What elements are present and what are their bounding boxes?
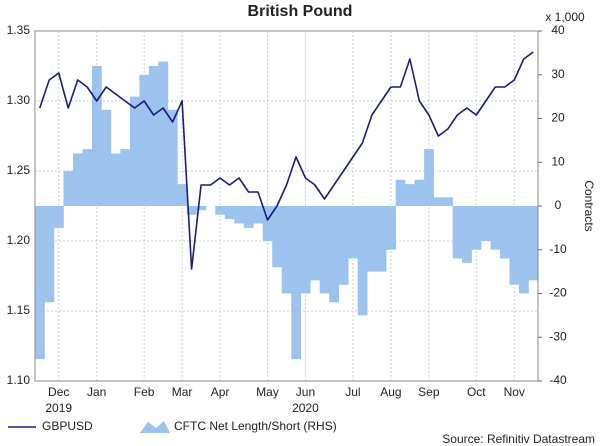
x-tick-label: Oct [467,385,486,399]
bar [338,206,349,285]
bar [462,206,472,263]
bar [35,206,45,360]
bar [443,197,453,206]
y2-tick-label: -10 [549,242,567,256]
bar [234,206,245,224]
bar [148,66,159,206]
x-tick-label: Dec [48,385,69,399]
bar [167,109,178,206]
bar [329,206,339,303]
bar [424,149,434,206]
bar [433,197,444,206]
bar [91,66,102,206]
bar [386,206,396,250]
bar [348,206,358,259]
bar [272,206,283,268]
chart-title: British Pound [248,3,353,20]
bar [528,206,539,281]
bar [177,184,188,206]
x-year-label: 2020 [292,401,319,415]
x-tick-label: Jun [296,385,315,399]
bar [310,206,321,281]
x-year-label: 2019 [45,401,72,415]
legend-label: CFTC Net Length/Short (RHS) [174,419,337,433]
y2-tick-label: -20 [549,286,567,300]
bar [139,74,150,206]
bar [509,206,520,285]
x-tick-label: Mar [172,385,193,399]
x-tick-label: Jan [87,385,106,399]
y2-tick-label: 20 [551,111,565,125]
bar [395,179,406,206]
bar [110,153,121,206]
bar [186,206,197,215]
y-tick-label: 1.20 [7,233,31,247]
y-tick-label: 1.30 [7,93,31,107]
bar [490,206,501,250]
x-tick-label: Nov [504,385,525,399]
y2-axis-label: Contracts [582,180,596,231]
bar [120,149,131,206]
y2-unit: x 1,000 [545,10,585,24]
y2-tick-label: 30 [551,67,565,81]
x-tick-label: Aug [380,385,401,399]
legend-swatch [140,421,170,433]
legend-label: GBPUSD [42,419,93,433]
source: Source: Refinitiv Datastream [442,432,595,446]
bar [319,206,330,294]
bar [215,206,226,215]
bar [253,206,264,224]
bar [405,184,415,206]
bar [481,206,491,241]
bar [224,206,235,220]
bar [63,171,74,206]
bar [300,206,311,294]
y2-tick-label: 0 [555,198,562,212]
bar [44,206,55,303]
y2-tick-label: 10 [551,154,565,168]
x-tick-label: Apr [211,385,230,399]
x-tick-label: Jul [345,385,360,399]
bar [129,96,140,206]
y2-tick-label: -30 [549,329,567,343]
bar [82,149,93,206]
bar [500,206,510,259]
bar [281,206,292,294]
bar [471,206,482,250]
bar [158,61,169,206]
bar [452,206,463,259]
bar [196,206,207,211]
bar [101,109,112,206]
line [38,51,534,270]
y2-tick-label: -40 [549,373,567,387]
x-tick-label: Sep [418,385,440,399]
plot-frame [34,30,539,382]
y-tick-label: 1.25 [7,163,31,177]
bar [519,206,529,294]
bar [367,206,377,272]
bar [262,206,273,241]
bar [291,206,302,360]
y-tick-label: 1.10 [7,373,31,387]
bar [53,206,64,228]
bar [376,206,387,272]
x-tick-label: May [256,385,279,399]
y2-tick-label: 40 [551,23,565,37]
x-tick-label: Feb [134,385,155,399]
y-tick-label: 1.35 [7,23,31,37]
y-tick-label: 1.15 [7,303,31,317]
bar [72,153,83,206]
bar [357,206,368,316]
bar [243,206,254,228]
bar [414,179,425,206]
